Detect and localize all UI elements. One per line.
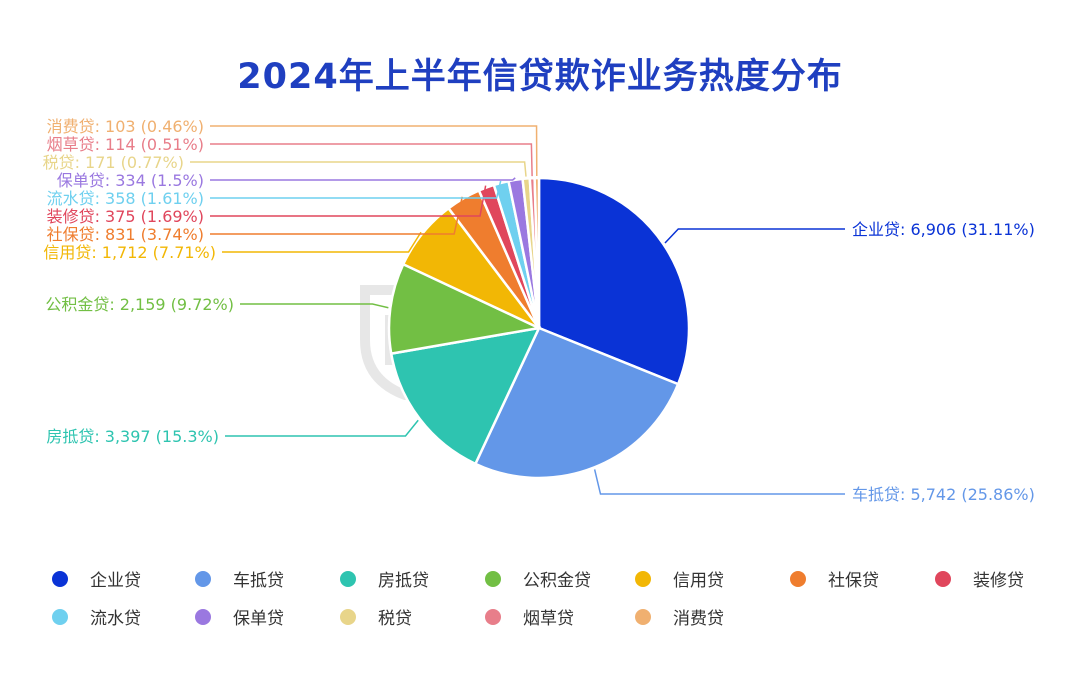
legend-label: 社保贷	[828, 571, 879, 591]
leader-line-12	[210, 125, 538, 177]
slice-4[interactable]	[387, 262, 544, 356]
legend-marker	[52, 570, 68, 587]
legend-label: 烟草贷	[523, 609, 574, 629]
chart-title: 2024年上半年信贷欺诈业务热度分布	[237, 57, 843, 97]
legend-item-5[interactable]: 信用贷	[635, 566, 724, 591]
legend-item-3[interactable]: 房抵贷	[340, 566, 429, 591]
leader-line-2	[593, 469, 845, 495]
data-label-8: 流水贷: 358 (1.61%)	[47, 189, 204, 208]
data-label-2: 车抵贷: 5,742 (25.86%)	[852, 485, 1035, 504]
data-label-5: 信用贷: 1,712 (7.71%)	[43, 243, 216, 262]
legend-item-12[interactable]: 消费贷	[635, 604, 724, 629]
legend-marker	[52, 608, 68, 625]
legend-item-11[interactable]: 烟草贷	[485, 604, 574, 629]
leader-line-8	[210, 180, 502, 199]
legend-marker	[485, 570, 501, 587]
legend-label: 企业贷	[90, 571, 141, 591]
slice-1[interactable]	[537, 176, 691, 386]
leader-line-6	[210, 196, 463, 235]
leader-line-9	[210, 177, 516, 181]
leader-line-11	[210, 143, 533, 177]
legend-label: 公积金贷	[523, 571, 591, 591]
data-label-6: 社保贷: 831 (3.74%)	[47, 225, 204, 244]
legend-marker	[340, 570, 356, 587]
legend-item-2[interactable]: 车抵贷	[195, 566, 284, 591]
legend-marker	[635, 608, 651, 625]
data-label-11: 烟草贷: 114 (0.51%)	[47, 135, 204, 154]
legend-label: 税贷	[378, 609, 412, 629]
leader-line-3	[225, 419, 419, 437]
slice-2[interactable]	[473, 326, 680, 480]
legend-item-10[interactable]: 税贷	[340, 604, 412, 629]
data-label-4: 公积金贷: 2,159 (9.72%)	[45, 295, 234, 314]
slice-3[interactable]	[389, 326, 542, 466]
data-label-1: 企业贷: 6,906 (31.11%)	[852, 220, 1035, 239]
data-label-7: 装修贷: 375 (1.69%)	[47, 207, 204, 226]
legend-marker	[790, 570, 806, 587]
legend-marker	[935, 570, 951, 587]
legend-item-1[interactable]: 企业贷	[52, 566, 141, 591]
legend-label: 信用贷	[673, 571, 724, 591]
legend-label: 保单贷	[233, 609, 284, 629]
leader-line-4	[240, 303, 389, 309]
leader-line-1	[664, 228, 845, 244]
legend-item-6[interactable]: 社保贷	[790, 566, 879, 591]
data-label-12: 消费贷: 103 (0.46%)	[47, 117, 204, 136]
slice-12[interactable]	[533, 176, 541, 329]
legend-label: 流水贷	[90, 609, 141, 629]
legend-item-4[interactable]: 公积金贷	[485, 566, 591, 591]
legend-marker	[195, 608, 211, 625]
legend-marker	[485, 608, 501, 625]
data-label-9: 保单贷: 334 (1.5%)	[57, 171, 204, 190]
legend-item-9[interactable]: 保单贷	[195, 604, 284, 629]
legend-item-7[interactable]: 装修贷	[935, 566, 1024, 591]
legend-item-8[interactable]: 流水贷	[52, 604, 141, 629]
legend-marker	[340, 608, 356, 625]
legend-label: 车抵贷	[233, 571, 284, 591]
data-label-10: 税贷: 171 (0.77%)	[43, 153, 184, 172]
legend-label: 消费贷	[673, 609, 724, 629]
legend-label: 装修贷	[973, 571, 1024, 591]
data-label-3: 房抵贷: 3,397 (15.3%)	[46, 427, 219, 446]
legend-label: 房抵贷	[378, 571, 429, 591]
legend-marker	[635, 570, 651, 587]
leader-line-5	[222, 231, 422, 253]
legend-marker	[195, 570, 211, 587]
leader-line-10	[190, 161, 527, 177]
leader-line-7	[210, 185, 487, 217]
